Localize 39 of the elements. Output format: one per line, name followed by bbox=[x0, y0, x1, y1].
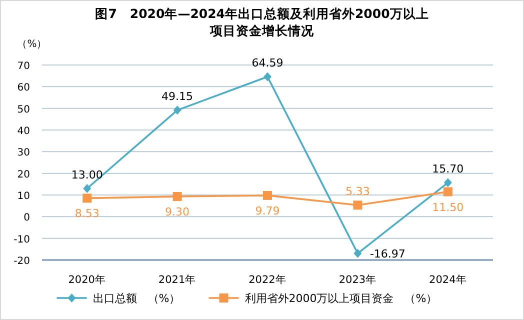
point bbox=[172, 192, 182, 202]
data-label: 5.33 bbox=[345, 185, 370, 198]
legend-label: 出口总额 （%） bbox=[92, 292, 180, 305]
y-axis-title: （%） bbox=[17, 39, 47, 50]
data-label: -16.97 bbox=[370, 247, 406, 260]
point bbox=[264, 72, 272, 82]
point bbox=[444, 178, 452, 188]
data-label: 64.59 bbox=[252, 56, 284, 70]
data-label: 8.53 bbox=[74, 207, 100, 220]
point bbox=[354, 248, 362, 258]
y-tick-label: 70 bbox=[17, 61, 30, 72]
y-tick-label: 40 bbox=[17, 126, 30, 137]
y-tick-label: 10 bbox=[17, 191, 30, 202]
x-tick-label: 2021年 bbox=[158, 274, 196, 286]
data-label: 9.79 bbox=[255, 204, 280, 218]
point bbox=[263, 190, 272, 200]
y-tick-label: -10 bbox=[14, 234, 30, 246]
chart-title: 图7 2020年—2024年出口总额及利用省外2000万以上项目资金增长情况 bbox=[95, 6, 429, 38]
y-tick-label: 50 bbox=[17, 104, 30, 116]
data-label: 15.70 bbox=[432, 162, 464, 176]
data-label: 13.00 bbox=[71, 168, 103, 182]
x-tick-label: 2022年 bbox=[248, 274, 286, 286]
data-label: 49.15 bbox=[162, 90, 194, 104]
legend-label: 利用省外2000万以上项目资金 （%） bbox=[244, 292, 438, 305]
y-tick-label: 60 bbox=[17, 82, 30, 94]
point bbox=[353, 200, 362, 210]
point bbox=[443, 187, 452, 196]
y-tick-label: 20 bbox=[17, 169, 30, 180]
y-tick-label: -20 bbox=[14, 256, 30, 267]
x-tick-label: 2023年 bbox=[338, 274, 377, 286]
data-label: 11.50 bbox=[432, 200, 464, 214]
y-tick-label: 30 bbox=[17, 148, 30, 159]
point bbox=[82, 194, 92, 203]
point bbox=[173, 106, 182, 115]
x-tick-label: 2024年 bbox=[429, 274, 467, 286]
y-tick-label: 0 bbox=[24, 212, 30, 224]
point bbox=[83, 184, 92, 193]
data-label: 9.30 bbox=[165, 206, 190, 219]
x-tick-label: 2020年 bbox=[68, 274, 106, 286]
